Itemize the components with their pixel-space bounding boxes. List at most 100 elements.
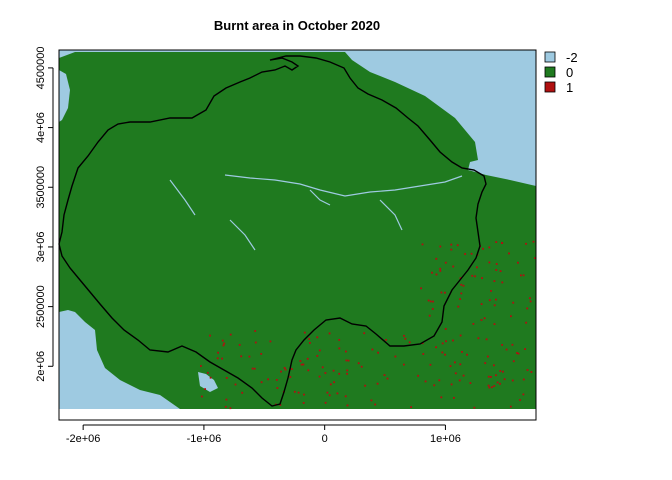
burnt-pixel [441, 342, 444, 345]
burnt-pixel [364, 384, 366, 387]
burnt-pixel [428, 314, 431, 317]
burnt-pixel [440, 291, 443, 294]
burnt-pixel [450, 383, 453, 386]
burnt-pixel [501, 281, 504, 284]
no-data-south-patch [198, 372, 218, 392]
burnt-pixel [454, 361, 456, 364]
burnt-pixel [471, 274, 474, 277]
burnt-pixel [525, 242, 527, 245]
burnt-pixel [444, 353, 446, 356]
burnt-pixel [488, 246, 491, 249]
burnt-pixel [346, 372, 348, 375]
chart-title: Burnt area in October 2020 [214, 18, 380, 33]
burnt-pixel [480, 303, 483, 305]
burnt-pixel [374, 403, 377, 406]
burnt-pixel [438, 379, 441, 382]
burnt-pixel [510, 315, 512, 318]
burnt-pixel [225, 377, 228, 379]
burnt-pixel [526, 307, 529, 310]
river-branch [229, 219, 256, 251]
burnt-pixel [209, 334, 211, 337]
outside-extent-strip [59, 409, 536, 420]
burnt-pixel [485, 338, 488, 341]
burnt-pixel [450, 243, 453, 246]
burnt-pixel [453, 397, 455, 399]
burnt-pixel [429, 363, 432, 366]
burnt-pixel [433, 384, 436, 387]
burnt-pixel [476, 266, 478, 269]
river-branch [309, 189, 331, 206]
burnt-pixel [440, 396, 443, 399]
river-branch [379, 199, 403, 231]
burnt-pixel [404, 337, 407, 340]
burnt-pixel [511, 379, 514, 382]
burnt-pixel [439, 245, 442, 248]
burnt-pixel [449, 365, 452, 367]
x-tick-label: -1e+06 [187, 433, 222, 445]
burnt-pixel [225, 398, 228, 401]
burnt-pixel [308, 338, 311, 340]
study-region-boundary [58, 55, 487, 407]
burnt-pixel [410, 406, 412, 408]
burnt-pixel [495, 263, 498, 265]
burnt-pixel [383, 374, 386, 376]
legend-swatch [544, 66, 556, 78]
burnt-pixel [217, 351, 219, 354]
burnt-pixel [487, 384, 490, 387]
burnt-pixel [499, 270, 502, 272]
burnt-pixel [275, 379, 278, 381]
y-tick-label: 2e+06 [35, 351, 47, 382]
burnt-pixel [200, 365, 202, 367]
burnt-pixel [457, 305, 460, 308]
burnt-pixel [522, 378, 525, 381]
burnt-pixel [517, 352, 520, 355]
burnt-pixel [417, 374, 419, 377]
burnt-pixel [445, 340, 447, 343]
burnt-pixel [376, 382, 379, 385]
burnt-pixel [394, 355, 397, 358]
burnt-pixel [276, 387, 279, 389]
burnt-pixel [346, 369, 349, 372]
burnt-pixel [403, 334, 405, 337]
y-tick-label: 4e+06 [35, 112, 47, 143]
burnt-pixel [435, 257, 438, 260]
burnt-pixel [493, 280, 496, 282]
burnt-pixel [490, 290, 492, 292]
burnt-pixel [464, 253, 466, 255]
burnt-pixel [280, 370, 282, 373]
burnt-pixel [338, 339, 341, 341]
burnt-pixel [300, 363, 303, 366]
x-tick-label: 0 [322, 433, 328, 445]
burnt-pixel [466, 353, 468, 356]
burnt-pixel [512, 301, 515, 304]
burnt-pixel [432, 300, 434, 303]
plot-frame [58, 49, 537, 421]
burnt-pixel [223, 342, 226, 345]
burnt-pixel [238, 344, 241, 346]
burnt-pixel [501, 344, 503, 346]
burnt-pixel [299, 360, 302, 362]
burnt-pixel [229, 333, 232, 336]
burnt-pixel [204, 388, 206, 390]
burnt-pixel [318, 349, 321, 352]
burnt-pixel [529, 297, 531, 300]
burnt-pixel [316, 355, 319, 357]
legend-swatch [544, 51, 556, 63]
burnt-pixel [450, 248, 453, 251]
burnt-pixel [474, 275, 476, 278]
burnt-pixel [493, 364, 495, 367]
burnt-pixel [297, 391, 300, 394]
burnt-pixel [302, 363, 305, 366]
burnt-pixel [472, 323, 475, 325]
burnt-pixel [344, 395, 347, 398]
burnt-pixel [458, 379, 461, 382]
burnt-pixel [318, 375, 321, 378]
legend-label: -2 [566, 50, 578, 65]
burnt-pixel [408, 341, 411, 344]
burnt-pixel [254, 341, 257, 344]
burnt-pixel [216, 357, 219, 360]
burnt-pixel [269, 340, 272, 343]
burnt-pixel [431, 308, 434, 310]
y-tick-label: 2500000 [35, 285, 47, 328]
burnt-pixel [488, 261, 491, 264]
